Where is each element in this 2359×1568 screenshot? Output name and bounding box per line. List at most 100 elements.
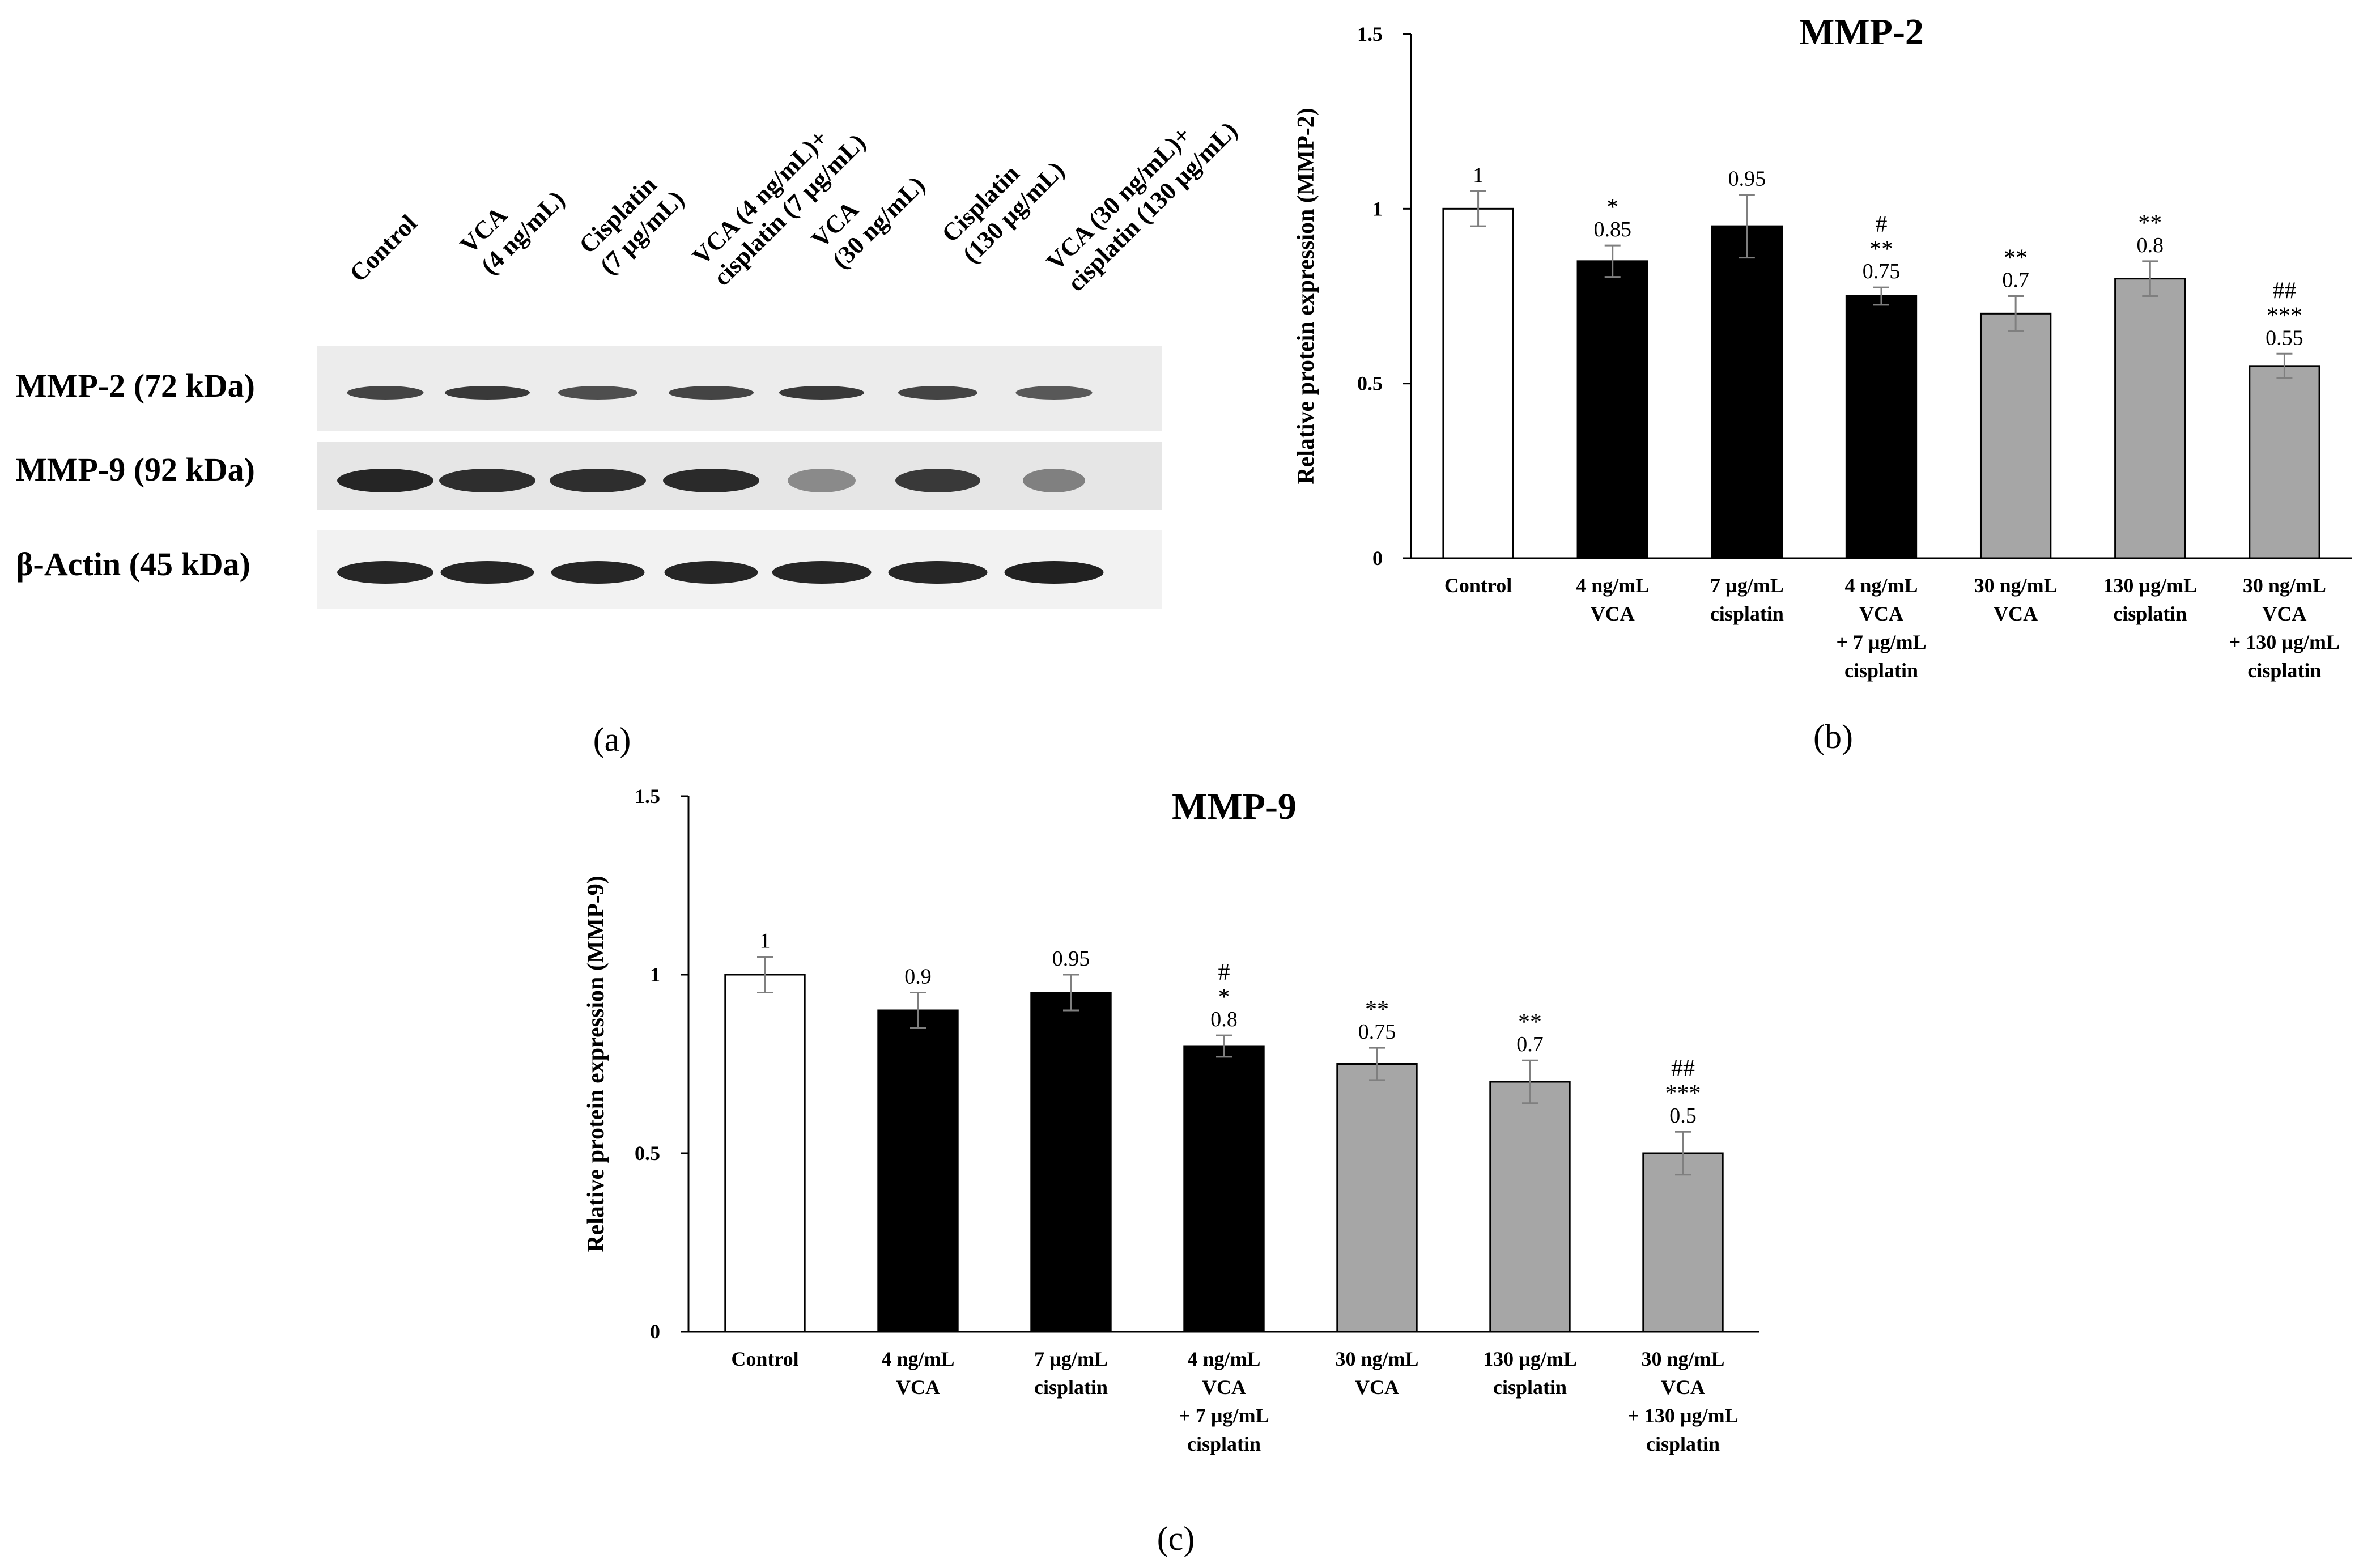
data-label: 0.7 [2002,269,2029,292]
chart-mmp2: 0 0.5 1 1.5 Relative protein expression (MMP… [1293,11,2352,755]
blot-band [440,561,534,584]
significance-mark: ** [2004,245,2028,271]
x-tick-label: 7 µg/mL cisplatin [1034,1348,1108,1399]
blot-band [669,386,754,400]
data-label: 0.55 [2266,326,2303,350]
x-tick-label: 4 ng/mL VCA [881,1348,954,1399]
bar [1979,312,2052,559]
lane-header: VCA(4 ng/mL) [454,164,570,280]
blot-row-label: β-Actin (45 kDa) [16,546,250,583]
x-tick-label-line: 130 µg/mL [1483,1348,1577,1370]
x-tick-label-line: cisplatin [1646,1433,1720,1455]
blot-band [895,469,980,492]
blot-band [347,386,424,400]
bar [1489,1081,1571,1333]
y-tick-label: 1 [650,963,660,986]
x-tick-label-line: VCA [896,1376,940,1399]
data-label: 0.5 [1669,1104,1697,1128]
chart-title: MMP-2 [1799,11,1924,53]
bar [1336,1063,1418,1333]
data-label: 0.7 [1516,1032,1544,1056]
x-tick-label-line: + 130 µg/mL [2229,631,2340,653]
lane-header-line: Control [344,209,422,287]
blot-band [551,561,645,584]
lane-header-line: cisplatin (130 µg/mL) [1062,116,1243,297]
bar [2114,278,2186,559]
x-tick-label-line: VCA [1994,602,2038,625]
significance-mark: ** [1365,997,1389,1023]
y-axis-label: Relative protein expression (MMP-2) [1293,108,1319,484]
data-label: 0.95 [1052,947,1090,971]
chart-mmp9: 0 0.5 1 1.5 Relative protein expression (MMP… [583,785,1759,1557]
blot-image [317,346,1162,609]
blot-band [1004,561,1104,584]
data-label: 0.8 [2137,233,2164,257]
x-tick-label-line: 4 ng/mL [1576,574,1649,597]
data-label: 0.75 [1863,260,1901,283]
y-tick-label: 0.5 [635,1142,660,1165]
x-tick-label-line: 4 ng/mL [1844,574,1918,597]
x-tick-label: 130 µg/mL cisplatin [2103,574,2197,625]
bar [1030,992,1112,1333]
x-tick-label: 30 ng/mL VCA + 130 µg/mL cisplatin [1627,1348,1738,1455]
data-label: 0.95 [1728,167,1766,191]
x-tick-label-line: VCA [1355,1376,1399,1399]
x-tick-label: Control [1444,574,1512,597]
y-tick-label: 1.5 [1357,23,1383,45]
y-axis-label: Relative protein expression (MMP-9) [583,876,609,1252]
x-tick-label: 4 ng/mL VCA + 7 µg/mL cisplatin [1179,1348,1269,1455]
bar [2249,365,2320,559]
significance-mark: * [1606,194,1618,220]
x-tick-label: 7 µg/mL cisplatin [1710,574,1784,625]
x-tick-label-line: cisplatin [1187,1433,1261,1455]
bar [1711,225,1783,559]
x-tick-label: Control [731,1348,798,1370]
significance-mark: ## [1671,1056,1695,1082]
x-tick-label-line: 130 µg/mL [2103,574,2197,597]
blot-band [1023,469,1085,492]
blot-band [664,561,758,584]
x-tick-label-line: cisplatin [1710,602,1784,625]
blot-band [558,386,637,400]
significance-mark: ** [2138,210,2162,236]
bar [1442,207,1514,559]
data-label: 1 [760,929,771,953]
blot-row-label: MMP-2 (72 kDa) [16,367,255,404]
x-tick-label-line: VCA [1202,1376,1246,1399]
x-tick-label: 30 ng/mL VCA [1335,1348,1418,1399]
blot-band [772,561,872,584]
chart-title: MMP-9 [1172,786,1297,827]
blot-band [888,561,988,584]
x-tick-label-line: VCA [1661,1376,1705,1399]
blot-band [1015,386,1093,400]
blot-band [337,561,433,584]
x-tick-label-line: + 7 µg/mL [1836,631,1926,653]
x-tick-label-line: VCA [1859,602,1903,625]
bar [1576,260,1648,559]
blot-band [550,469,646,492]
significance-mark: *** [1665,1081,1701,1107]
y-tick-label: 0 [1372,547,1383,570]
x-tick-label-line: Control [731,1348,798,1370]
significance-mark: ## [2272,278,2296,304]
bar [877,1009,959,1333]
bar [724,974,806,1333]
data-label: 0.75 [1358,1020,1396,1044]
blot-band [898,386,977,400]
y-tick-label: 0.5 [1357,372,1383,395]
x-tick-label-line: VCA [1591,602,1635,625]
lane-headers: Control VCA(4 ng/mL) Cisplatin(7 µg/mL) … [344,116,1243,297]
y-tick-label: 1 [1372,197,1383,220]
x-tick-label-line: 30 ng/mL [1974,574,2058,597]
significance-mark: # [1218,959,1230,985]
blot-band [445,386,530,400]
blot-bands [337,386,1104,584]
significance-mark: ** [1869,236,1893,262]
x-tick-label-line: cisplatin [1493,1376,1567,1399]
x-tick-label-line: cisplatin [1034,1376,1108,1399]
blot-band [779,386,864,400]
x-tick-label: 30 ng/mL VCA [1974,574,2058,625]
x-tick-label: 4 ng/mL VCA [1576,574,1649,625]
y-tick-label: 0 [650,1320,660,1343]
